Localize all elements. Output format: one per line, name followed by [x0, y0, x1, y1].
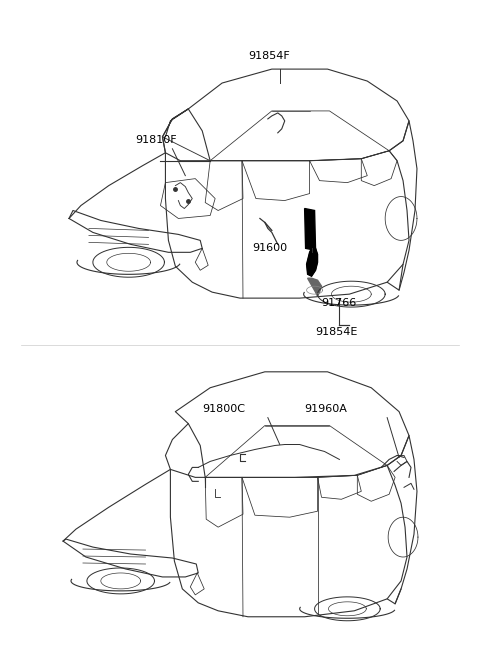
Polygon shape — [305, 209, 315, 251]
Text: 91854F: 91854F — [248, 51, 290, 61]
Text: 91854E: 91854E — [315, 327, 358, 337]
Text: 91810F: 91810F — [136, 134, 177, 145]
Text: 91766: 91766 — [322, 298, 357, 308]
Text: 91960A: 91960A — [305, 403, 348, 414]
Polygon shape — [308, 278, 322, 296]
Polygon shape — [307, 247, 318, 276]
Text: 91800C: 91800C — [202, 403, 245, 414]
Text: 91600: 91600 — [252, 243, 287, 253]
